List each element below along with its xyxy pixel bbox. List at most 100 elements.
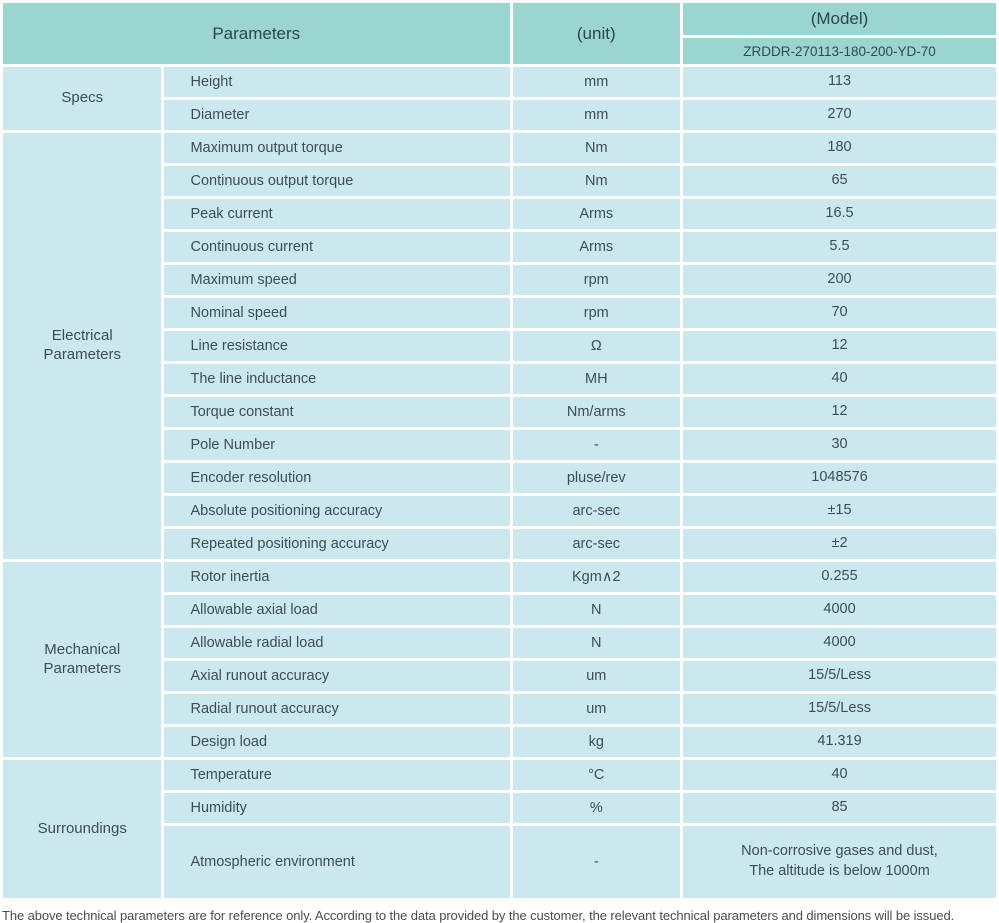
table-row: Continuous output torque Nm 65 — [3, 166, 996, 196]
unit-cell: Kgm∧2 — [512, 562, 681, 592]
table-row: Allowable radial load N 4000 — [3, 628, 996, 658]
value-cell: 0.255 — [683, 562, 996, 592]
table-row: Continuous current Arms 5.5 — [3, 232, 996, 262]
unit-cell: Nm — [512, 133, 681, 163]
param-name-cell: Design load — [164, 727, 510, 757]
param-name-cell: Pole Number — [164, 430, 510, 460]
model-number: ZRDDR-270113-180-200-YD-70 — [683, 38, 996, 64]
table-row: Diameter mm 270 — [3, 100, 996, 130]
table-row: Peak current Arms 16.5 — [3, 199, 996, 229]
param-name-cell: Nominal speed — [164, 298, 510, 328]
table-row: Repeated positioning accuracy arc-sec ±2 — [3, 529, 996, 559]
param-name-cell: Maximum output torque — [164, 133, 510, 163]
value-cell: 270 — [683, 100, 996, 130]
table-row: Design load kg 41.319 — [3, 727, 996, 757]
value-cell: 4000 — [683, 628, 996, 658]
param-name-cell: Axial runout accuracy — [164, 661, 510, 691]
param-name-cell: Humidity — [164, 793, 510, 823]
param-name-cell: Diameter — [164, 100, 510, 130]
param-name-cell: Continuous current — [164, 232, 510, 262]
spec-table: Parameters (unit) (Model) ZRDDR-270113-1… — [3, 3, 996, 898]
unit-cell: MH — [512, 364, 681, 394]
value-cell: 180 — [683, 133, 996, 163]
param-name-cell: Torque constant — [164, 397, 510, 427]
unit-cell: °C — [512, 760, 681, 790]
value-cell: 85 — [683, 793, 996, 823]
table-row: Electrical Parameters Maximum output tor… — [3, 133, 996, 559]
table-row: The line inductance MH 40 — [3, 364, 996, 394]
value-cell: 30 — [683, 430, 996, 460]
param-name-cell: Continuous output torque — [164, 166, 510, 196]
value-cell: 65 — [683, 166, 996, 196]
value-cell: 40 — [683, 364, 996, 394]
table-row: Mechanical Parameters Rotor inertia Kgm∧… — [3, 562, 996, 757]
unit-cell: Ω — [512, 331, 681, 361]
value-cell: 4000 — [683, 595, 996, 625]
section-label-mechanical-parameters: Mechanical Parameters — [3, 562, 162, 757]
param-name-cell: Temperature — [164, 760, 510, 790]
unit-cell: Arms — [512, 232, 681, 262]
unit-cell: mm — [512, 100, 681, 130]
table-row: Nominal speed rpm 70 — [3, 298, 996, 328]
table-row: Absolute positioning accuracy arc-sec ±1… — [3, 496, 996, 526]
table-row: Surroundings Temperature °C 40 — [3, 760, 996, 898]
value-cell: ±2 — [683, 529, 996, 559]
parameters-header: Parameters — [3, 3, 510, 64]
table-header: Parameters (unit) (Model) ZRDDR-270113-1… — [3, 3, 996, 64]
table-row: Specs Height mm 113 — [3, 67, 996, 130]
table-row: Line resistance Ω 12 — [3, 331, 996, 361]
unit-header: (unit) — [512, 3, 681, 64]
param-name-cell: Absolute positioning accuracy — [164, 496, 510, 526]
value-cell: 15/5/Less — [683, 694, 996, 724]
param-name-cell: Height — [164, 67, 510, 97]
table-row: Maximum speed rpm 200 — [3, 265, 996, 295]
param-name-cell: Atmospheric environment — [164, 826, 510, 898]
value-cell: 70 — [683, 298, 996, 328]
value-cell: 12 — [683, 331, 996, 361]
param-name-cell: Line resistance — [164, 331, 510, 361]
value-cell: 1048576 — [683, 463, 996, 493]
value-cell: 113 — [683, 67, 996, 97]
unit-cell: arc-sec — [512, 496, 681, 526]
param-name-cell: Rotor inertia — [164, 562, 510, 592]
section-label-electrical-parameters: Electrical Parameters — [3, 133, 162, 559]
param-name-cell: Radial runout accuracy — [164, 694, 510, 724]
value-cell: Non-corrosive gases and dust, The altitu… — [683, 826, 996, 898]
param-name-cell: Encoder resolution — [164, 463, 510, 493]
param-name-cell: Allowable radial load — [164, 628, 510, 658]
section-label-specs: Specs — [3, 67, 162, 130]
unit-cell: Nm/arms — [512, 397, 681, 427]
unit-cell: % — [512, 793, 681, 823]
unit-cell: - — [512, 430, 681, 460]
param-name-cell: Maximum speed — [164, 265, 510, 295]
table-row: Radial runout accuracy um 15/5/Less — [3, 694, 996, 724]
table-row: Humidity % 85 — [3, 793, 996, 823]
header-row-1: Parameters (unit) (Model) — [3, 3, 996, 64]
value-cell: 200 — [683, 265, 996, 295]
unit-cell: um — [512, 661, 681, 691]
unit-cell: um — [512, 694, 681, 724]
model-header: (Model) — [683, 3, 996, 35]
value-cell: ±15 — [683, 496, 996, 526]
unit-cell: pluse/rev — [512, 463, 681, 493]
param-name-cell: The line inductance — [164, 364, 510, 394]
table-row: Axial runout accuracy um 15/5/Less — [3, 661, 996, 691]
table-row: Allowable axial load N 4000 — [3, 595, 996, 625]
value-cell: 16.5 — [683, 199, 996, 229]
value-cell: 41.319 — [683, 727, 996, 757]
unit-cell: arc-sec — [512, 529, 681, 559]
value-cell: 5.5 — [683, 232, 996, 262]
param-name-cell: Repeated positioning accuracy — [164, 529, 510, 559]
unit-cell: Arms — [512, 199, 681, 229]
param-name-cell: Allowable axial load — [164, 595, 510, 625]
unit-cell: rpm — [512, 265, 681, 295]
unit-cell: Nm — [512, 166, 681, 196]
unit-cell: kg — [512, 727, 681, 757]
header-row-2: ZRDDR-270113-180-200-YD-70 — [3, 38, 996, 64]
value-cell: 15/5/Less — [683, 661, 996, 691]
value-cell: 40 — [683, 760, 996, 790]
unit-cell: rpm — [512, 298, 681, 328]
unit-cell: N — [512, 595, 681, 625]
unit-cell: - — [512, 826, 681, 898]
section-label-surroundings: Surroundings — [3, 760, 162, 898]
